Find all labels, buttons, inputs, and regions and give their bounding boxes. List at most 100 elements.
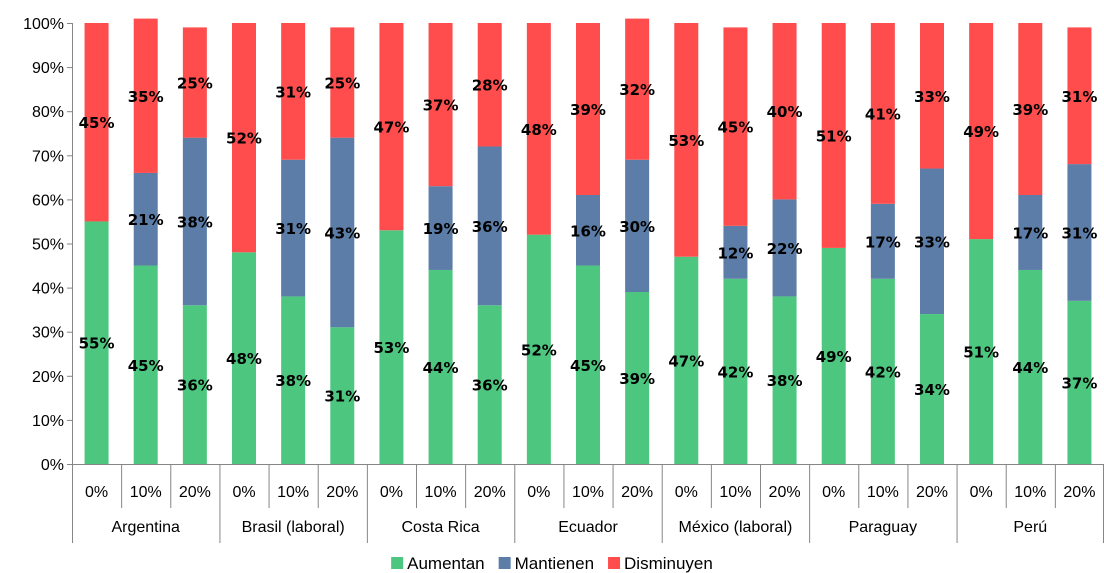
bars [84, 18, 1092, 464]
bar-segment-mantienen [625, 159, 650, 293]
data-label: 48% [521, 121, 557, 139]
data-label: 34% [914, 381, 950, 399]
data-label: 37% [423, 97, 459, 115]
x-category-label: 20% [326, 484, 358, 501]
y-tick-label: 40% [32, 281, 64, 298]
bar-segment-aumentan [133, 265, 158, 464]
data-labels: 55% 45% 45% 21% 35% 36% 38% 25% 48% 52% 38% 31% 31% 3… [79, 75, 1098, 406]
data-label: 33% [914, 88, 950, 106]
data-label: 55% [79, 335, 115, 353]
x-category-label: 10% [130, 484, 162, 501]
data-label: 17% [865, 233, 901, 251]
data-label: 38% [767, 372, 803, 390]
data-label: 53% [373, 339, 409, 357]
data-label: 12% [717, 244, 753, 262]
data-label: 31% [275, 83, 311, 101]
data-label: 19% [423, 220, 459, 238]
x-category-label: 10% [425, 484, 457, 501]
bar-segment-aumentan [281, 296, 306, 464]
data-label: 45% [79, 114, 115, 132]
bar-segment-aumentan [821, 247, 846, 464]
data-label: 48% [226, 350, 262, 368]
bar-segment-aumentan [870, 278, 895, 464]
data-label: 31% [275, 220, 311, 238]
bar-segment-aumentan [428, 269, 453, 464]
x-category-label: 10% [277, 484, 309, 501]
y-tick-label: 100% [23, 16, 64, 33]
x-category-label: 20% [621, 484, 653, 501]
data-label: 31% [1061, 224, 1097, 242]
data-label: 38% [275, 372, 311, 390]
bar-segment-disminuyen [674, 23, 699, 257]
x-category-label: 10% [719, 484, 751, 501]
data-label: 51% [816, 127, 852, 145]
bar-segment-aumentan [477, 305, 502, 464]
bar-segment-aumentan [625, 292, 650, 464]
data-label: 45% [570, 357, 606, 375]
data-label: 40% [767, 103, 803, 121]
bar-segment-disminuyen [821, 23, 846, 248]
bar-segment-disminuyen [1067, 27, 1092, 165]
data-label: 36% [177, 377, 213, 395]
bar-segment-disminuyen [625, 18, 650, 160]
bar-segment-mantienen [477, 146, 502, 306]
bar-segment-aumentan [379, 230, 404, 464]
bar-segment-disminuyen [281, 23, 306, 160]
x-category-label: 0% [380, 484, 403, 501]
bar-segment-aumentan [182, 305, 207, 464]
x-category-label: 0% [970, 484, 993, 501]
bar-segment-disminuyen [969, 23, 994, 240]
bar-segment-disminuyen [526, 23, 551, 235]
x-category-label: 20% [916, 484, 948, 501]
data-label: 25% [177, 75, 213, 93]
bar-segment-disminuyen [723, 27, 748, 226]
bar-segment-mantienen [428, 186, 453, 270]
data-label: 31% [324, 388, 360, 406]
y-tick-label: 70% [32, 148, 64, 165]
bar-segment-mantienen [920, 168, 944, 315]
x-category-label: 10% [1014, 484, 1046, 501]
x-category-label: 0% [527, 484, 550, 501]
data-label: 22% [767, 240, 803, 258]
data-label: 25% [324, 75, 360, 93]
x-category-label: 0% [85, 484, 108, 501]
bar-segment-disminuyen [772, 23, 797, 200]
data-label: 42% [865, 363, 901, 381]
bar-segment-disminuyen [379, 23, 404, 231]
x-group-label: Ecuador [558, 519, 618, 536]
bar-segment-aumentan [84, 221, 109, 464]
data-label: 47% [373, 119, 409, 137]
x-group-label: Brasil (laboral) [242, 519, 345, 536]
x-category-label: 0% [675, 484, 698, 501]
legend-swatch-disminuyen [608, 557, 621, 569]
bar-segment-disminuyen [576, 23, 600, 195]
bar-segment-aumentan [969, 239, 994, 464]
data-label: 36% [472, 218, 508, 236]
x-group-label: Paraguay [849, 519, 918, 536]
bar-segment-mantienen [870, 203, 895, 279]
bar-segment-mantienen [1018, 194, 1043, 270]
data-label: 41% [865, 105, 901, 123]
legend-label: Disminuyen [624, 554, 713, 573]
data-label: 39% [619, 370, 655, 388]
bar-segment-aumentan [920, 314, 944, 464]
bar-segment-disminuyen [1018, 23, 1043, 195]
bar-segment-mantienen [330, 137, 355, 328]
legend-label: Aumentan [407, 554, 485, 573]
data-label: 31% [1061, 88, 1097, 106]
bar-segment-aumentan [674, 256, 699, 464]
bar-segment-disminuyen [920, 23, 944, 169]
y-tick-label: 0% [41, 457, 64, 474]
bar-segment-aumentan [772, 296, 797, 464]
y-tick-label: 60% [32, 192, 64, 209]
data-label: 17% [1012, 224, 1048, 242]
bar-segment-aumentan [576, 265, 600, 464]
data-label: 52% [226, 130, 262, 148]
data-label: 36% [472, 377, 508, 395]
bar-segment-aumentan [1067, 300, 1092, 464]
bar-segment-disminuyen [84, 23, 109, 222]
x-category-label: 0% [232, 484, 255, 501]
bar-segment-mantienen [182, 137, 207, 306]
x-group-label: Costa Rica [401, 519, 479, 536]
